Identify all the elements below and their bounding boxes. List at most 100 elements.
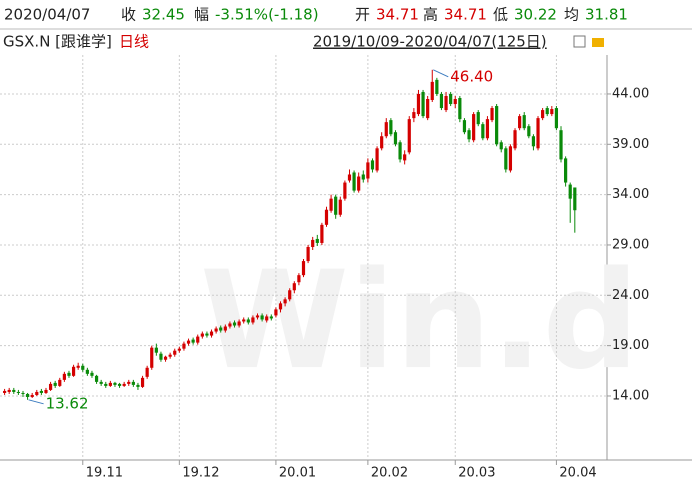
field-value: 31.81 (585, 6, 628, 24)
candle-body (12, 389, 16, 392)
candle-body (104, 383, 108, 386)
candle-body (389, 120, 393, 135)
field-label: 开 (355, 6, 370, 24)
candle-body (117, 383, 122, 386)
candle-body (357, 176, 361, 191)
candle-body (260, 315, 264, 320)
field-value: -3.51%(-1.18) (215, 6, 319, 24)
field-label: 幅 (194, 6, 209, 24)
candle-body (246, 319, 250, 323)
candle-body (278, 303, 283, 310)
candle-body (53, 382, 57, 386)
candle-body (44, 389, 48, 393)
candle-body (265, 316, 269, 321)
watermark: Win.d (200, 242, 639, 399)
icon-button[interactable] (573, 35, 586, 48)
candle-body (48, 383, 53, 390)
candle-body (94, 375, 99, 382)
annotation-arrow (433, 69, 449, 78)
candle-body (150, 347, 154, 368)
date-range[interactable]: 2019/10/09-2020/04/07(125日) (313, 33, 547, 51)
x-tick-label: 20.02 (371, 466, 408, 481)
candle-body (67, 372, 71, 376)
candle-body (168, 354, 172, 357)
x-tick-label: 20.03 (458, 466, 495, 481)
candle-body (393, 132, 398, 145)
candle-body (71, 366, 76, 376)
candle-body (329, 198, 333, 211)
candle-body (564, 158, 568, 183)
candle-body (39, 390, 43, 393)
candle-body (476, 112, 480, 125)
y-tick-label: 24.00 (612, 288, 649, 303)
candle-body (311, 239, 315, 247)
candle-body (251, 317, 255, 323)
y-tick-label: 29.00 (612, 237, 649, 252)
candle-body (196, 336, 200, 343)
candle-body (407, 119, 411, 153)
candle-body (366, 162, 370, 179)
candle-body (513, 130, 517, 149)
candle-body (467, 130, 471, 140)
candle-body (269, 316, 273, 319)
candle-body (522, 115, 526, 129)
candle-body (573, 187, 577, 211)
candle-body (62, 373, 66, 380)
field-value: 34.71 (376, 6, 419, 24)
candle-body (338, 199, 342, 215)
candle-body (527, 126, 531, 137)
y-tick-label: 39.00 (612, 137, 649, 152)
candle-body (16, 391, 20, 393)
candle-body (99, 381, 103, 384)
candle-body (554, 108, 559, 129)
candle-body (449, 93, 453, 105)
candle-body (462, 120, 467, 133)
x-tick-label: 19.11 (86, 466, 123, 481)
lock-icon[interactable] (592, 38, 604, 47)
candle-body (228, 323, 232, 327)
candle-body (21, 392, 25, 394)
candle-body (288, 290, 292, 300)
candle-body (283, 299, 287, 304)
candle-body (76, 365, 80, 368)
candle-body (508, 146, 513, 171)
candle-body (292, 283, 296, 291)
candle-body (122, 383, 126, 386)
x-tick-label: 20.04 (559, 466, 596, 481)
candle-body (380, 136, 384, 149)
candle-body (412, 112, 416, 119)
candle-body (472, 114, 476, 141)
candle-body (274, 309, 278, 316)
candle-body (85, 369, 89, 374)
candle-body (191, 339, 195, 343)
candle-body (398, 142, 402, 160)
candle-body (403, 154, 407, 161)
candle-body (495, 106, 499, 145)
candle-body (159, 353, 163, 360)
candle-body (568, 184, 572, 199)
candle-body (163, 356, 168, 360)
annotation-label: 46.40 (450, 67, 493, 85)
candle-body (320, 224, 324, 243)
candle-body (81, 365, 85, 370)
candle-body (518, 116, 522, 129)
x-tick-label: 19.12 (182, 466, 219, 481)
candle-body (205, 333, 209, 336)
candle-body (223, 326, 227, 331)
candle-body (209, 331, 214, 336)
period[interactable]: 日线 (119, 33, 149, 51)
candle-body (485, 119, 490, 139)
candle-body (315, 238, 319, 243)
candle-body (136, 384, 140, 387)
candle-body (384, 122, 388, 137)
candle-body (531, 136, 536, 147)
candle-body (453, 98, 457, 105)
candle-body (113, 382, 117, 385)
candle-body (458, 97, 462, 120)
field-label: 均 (564, 6, 579, 24)
x-tick-label: 20.01 (279, 466, 316, 481)
candle-body (490, 108, 494, 121)
candle-body (182, 343, 186, 349)
candle-body (375, 148, 379, 171)
